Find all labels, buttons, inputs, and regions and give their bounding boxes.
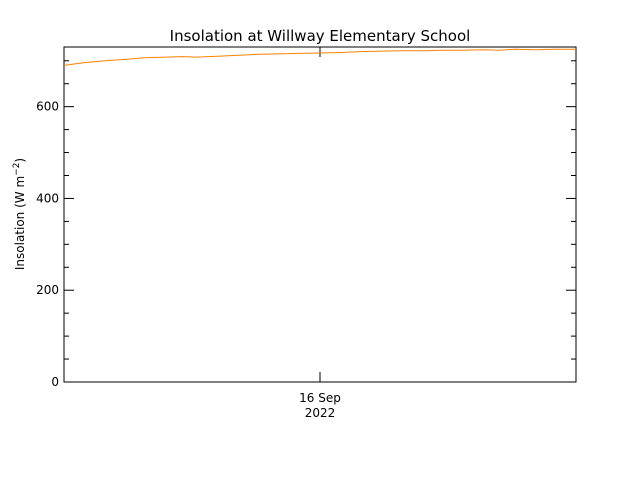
series-layer [63, 48, 576, 66]
y-tick-label: 400 [36, 191, 59, 205]
y-axis-label-close: ) [13, 158, 27, 163]
plot-border [63, 46, 577, 383]
y-tick-label: 200 [36, 283, 59, 297]
y-axis-label: Insolation (W m−2) [12, 158, 27, 270]
x-tick-label-year: 2022 [305, 406, 336, 420]
y-axis-label-superscript: −2 [12, 163, 22, 176]
chart-title: Insolation at Willway Elementary School [170, 27, 471, 45]
insolation-series-line [63, 48, 576, 66]
x-tick-label-date: 16 Sep [299, 391, 341, 405]
y-tick-label: 600 [36, 100, 59, 114]
y-tick-label: 0 [51, 375, 59, 389]
y-axis-label-main: Insolation (W m [13, 176, 27, 270]
y-tick-labels: 0 200 400 600 [36, 100, 59, 389]
y-axis [64, 47, 576, 383]
plot-area [63, 46, 577, 383]
